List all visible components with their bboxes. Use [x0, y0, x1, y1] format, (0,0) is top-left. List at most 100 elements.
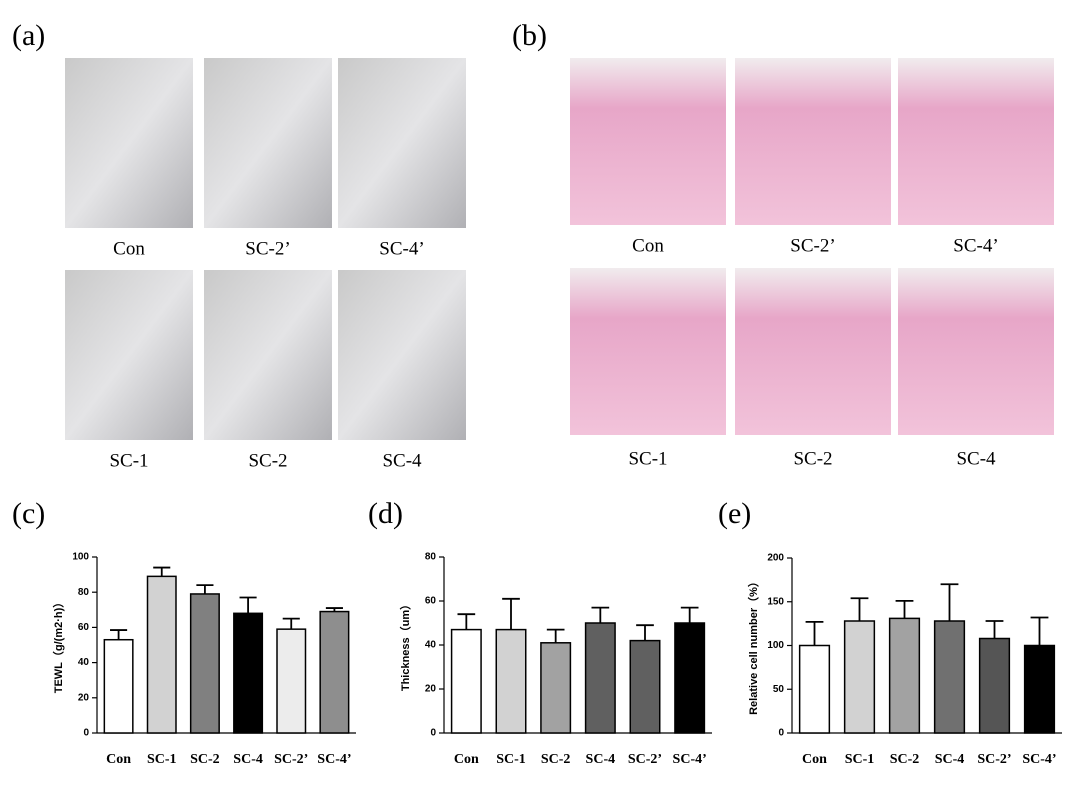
bar: [843, 620, 876, 734]
error-bar: [1030, 616, 1049, 646]
photo: [204, 270, 332, 440]
y-tick-label: 0: [778, 728, 784, 739]
photo: [898, 268, 1054, 435]
photo-caption: SC-4’: [953, 235, 998, 256]
bar: [674, 622, 706, 734]
x-tick-label: SC-4’: [673, 752, 707, 767]
bar: [1023, 644, 1056, 734]
y-tick-label: 60: [78, 622, 90, 633]
x-tick-label: SC-1: [496, 752, 526, 767]
x-tick-label: SC-2’: [274, 752, 308, 767]
bar: [629, 639, 661, 734]
error-bar: [680, 606, 699, 623]
photo: [65, 58, 193, 228]
error-bar: [895, 599, 914, 619]
y-tick-label: 200: [767, 553, 784, 564]
bar: [276, 628, 307, 734]
photo: [338, 58, 466, 228]
y-tick-label: 100: [767, 640, 784, 651]
x-tick-label: Con: [802, 752, 827, 767]
x-tick-label: SC-2: [190, 752, 220, 767]
photo-caption: Con: [632, 235, 664, 256]
photo: [735, 268, 891, 435]
x-tick-label: SC-1: [147, 752, 177, 767]
y-tick-label: 100: [72, 552, 89, 563]
bar: [233, 612, 264, 734]
y-tick-label: 80: [425, 552, 437, 563]
x-tick-label: Con: [106, 752, 131, 767]
y-tick-label: 80: [78, 587, 90, 598]
photo-caption: SC-4: [382, 450, 422, 471]
error-bar: [282, 617, 300, 630]
bar: [103, 638, 134, 734]
x-tick-label: SC-2: [890, 752, 920, 767]
bar: [888, 617, 921, 734]
error-bar: [196, 584, 214, 594]
x-tick-label: Con: [454, 752, 479, 767]
y-axis-label: Relative cell number（%）: [747, 576, 760, 715]
error-bar: [636, 624, 654, 641]
panel-label: (c): [12, 497, 45, 530]
panel-label: (a): [12, 19, 45, 52]
photo-caption: SC-2: [793, 448, 832, 469]
photo-caption: Con: [113, 238, 145, 259]
error-bar: [940, 583, 959, 621]
y-tick-label: 40: [425, 640, 437, 651]
x-tick-label: SC-2’: [628, 752, 662, 767]
x-tick-label: SC-4’: [1022, 752, 1056, 767]
panel-label: (b): [512, 19, 547, 52]
x-tick-label: SC-4: [586, 752, 616, 767]
bar: [798, 644, 831, 734]
bar: [146, 575, 177, 734]
photo-caption: SC-1: [628, 448, 667, 469]
y-axis-label: TEWL（g/(m2·h)）: [52, 597, 65, 694]
bar: [978, 637, 1011, 734]
error-bar: [850, 597, 869, 621]
bar: [189, 593, 220, 734]
photo-caption: SC-2’: [245, 238, 290, 259]
photo: [898, 58, 1054, 225]
x-tick-label: SC-4’: [317, 752, 351, 767]
photo: [735, 58, 891, 225]
photo: [570, 58, 726, 225]
error-bar: [502, 597, 520, 630]
bar: [495, 628, 527, 734]
photo-caption: SC-1: [109, 450, 148, 471]
y-tick-label: 50: [773, 684, 785, 695]
photo: [338, 270, 466, 440]
x-tick-label: SC-2’: [977, 752, 1011, 767]
y-axis-label: Thickness（um）: [399, 599, 412, 691]
y-tick-label: 40: [78, 657, 90, 668]
photo-caption: SC-4’: [379, 238, 424, 259]
x-tick-label: SC-1: [845, 752, 875, 767]
bar: [933, 620, 966, 734]
photo-caption: SC-4: [956, 448, 996, 469]
y-tick-label: 20: [78, 692, 90, 703]
error-bar: [457, 613, 476, 630]
panel-label: (e): [718, 497, 751, 530]
error-bar: [805, 620, 824, 646]
photo: [570, 268, 726, 435]
y-tick-label: 20: [425, 684, 437, 695]
error-bar: [591, 606, 610, 623]
bar: [319, 610, 350, 734]
error-bar: [110, 629, 128, 640]
y-tick-label: 150: [767, 596, 784, 607]
photo-caption: SC-2’: [790, 235, 835, 256]
photo: [204, 58, 332, 228]
error-bar: [546, 628, 565, 643]
x-tick-label: SC-2: [541, 752, 571, 767]
x-tick-label: SC-4: [233, 752, 263, 767]
error-bar: [153, 566, 171, 577]
panel-label: (d): [368, 497, 403, 530]
error-bar: [239, 596, 257, 614]
y-tick-label: 0: [83, 728, 89, 739]
y-tick-label: 0: [430, 728, 436, 739]
bar: [450, 628, 482, 734]
error-bar: [985, 620, 1004, 639]
photo: [65, 270, 193, 440]
x-tick-label: SC-4: [935, 752, 965, 767]
bar: [584, 622, 616, 734]
bar: [540, 642, 572, 734]
